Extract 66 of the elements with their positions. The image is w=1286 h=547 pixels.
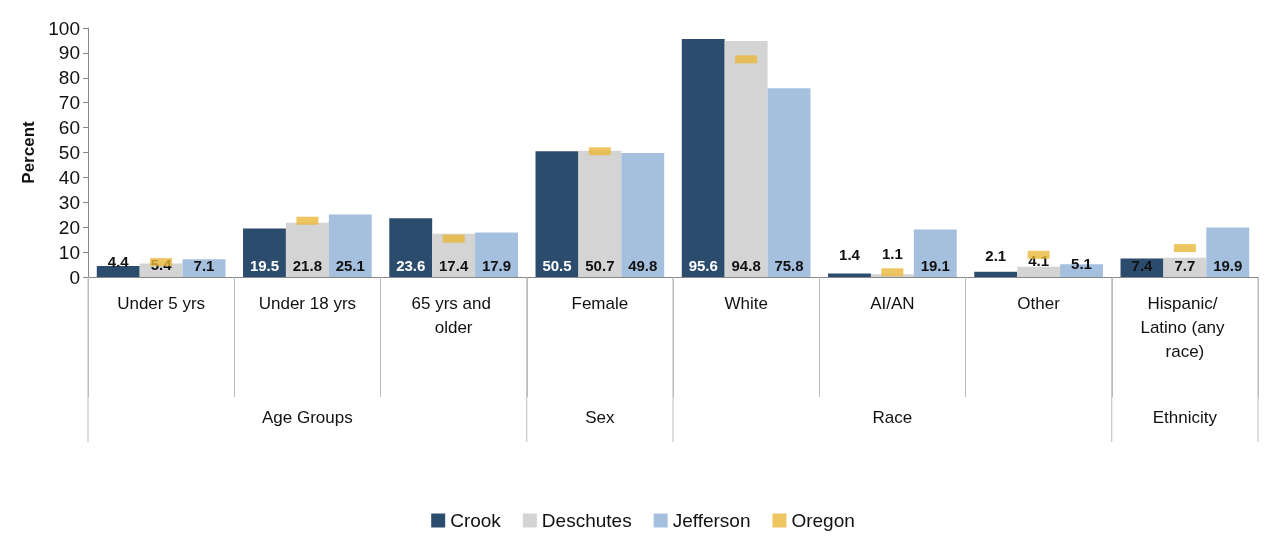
data-label: 94.8: [731, 257, 761, 274]
bar: [285, 222, 329, 277]
bar: [578, 150, 622, 277]
x-tick-label: Other: [1017, 293, 1061, 313]
text: Age Groups: [262, 407, 353, 427]
data-label: 19.1: [920, 257, 950, 274]
y-tick-label: 50: [58, 142, 80, 163]
legend-label: Deschutes: [541, 510, 632, 531]
x-tick-label: White: [724, 293, 768, 313]
x-tick-label: Under 5 yrs: [117, 293, 206, 313]
data-label: 19.9: [1213, 257, 1243, 274]
data-label: 50.7: [585, 257, 615, 274]
data-label: 1.4: [839, 245, 861, 263]
data-label: 25.1: [335, 257, 365, 274]
y-tick-label: 100: [48, 17, 80, 39]
data-label: 23.6: [396, 257, 426, 274]
y-tick-label: 30: [58, 191, 80, 213]
bar: [681, 38, 725, 277]
x-tick-label: Under 18 yrs: [258, 293, 357, 313]
data-label: 2.1: [985, 247, 1007, 265]
bar: [389, 218, 433, 277]
x-tick-label: 65 yrs and older: [411, 293, 496, 337]
data-label: 7.4: [1131, 257, 1154, 274]
data-label: 4.4: [107, 253, 130, 270]
bar: [913, 229, 957, 277]
data-label: 1.1: [881, 244, 903, 262]
legend-label: Jefferson: [672, 510, 751, 531]
text: Race: [872, 407, 913, 427]
x-tick-label: Hispanic/ Latino (any race): [1140, 293, 1230, 361]
bar: [96, 266, 140, 277]
bar: [243, 228, 286, 277]
y-tick-label: 0: [69, 266, 80, 288]
bar: [974, 271, 1018, 277]
data-label: 19.5: [249, 257, 280, 274]
legend-label: Oregon: [791, 510, 855, 531]
y-tick-label: 70: [58, 92, 80, 114]
text: Ethnicity: [1152, 407, 1218, 427]
y-tick-label: 60: [58, 117, 80, 139]
bar: [535, 151, 579, 277]
data-label: 7.7: [1174, 257, 1196, 274]
data-label: 75.8: [774, 257, 804, 274]
y-tick-label: 90: [58, 42, 80, 64]
bar: [621, 153, 665, 277]
bar: [767, 88, 811, 277]
text: Sex: [585, 407, 616, 427]
x-tick-label: Female: [571, 293, 629, 313]
data-label: 17.4: [439, 257, 469, 274]
bar: [1206, 227, 1250, 277]
data-label: 7.1: [193, 257, 215, 274]
data-label: 50.5: [542, 257, 572, 274]
y-axis-title: Percent: [19, 120, 39, 184]
data-label: 17.9: [481, 257, 512, 274]
bar: [475, 232, 518, 277]
y-tick-label: 10: [58, 241, 80, 263]
bar: [328, 214, 372, 277]
x-tick-label: AI/AN: [870, 293, 915, 313]
y-tick-label: 20: [58, 216, 80, 238]
y-tick-label: 40: [58, 166, 80, 188]
data-label: 49.8: [628, 257, 658, 274]
legend-label: Crook: [450, 510, 502, 531]
data-label: 5.1: [1071, 254, 1092, 272]
data-label: 21.8: [292, 257, 322, 274]
bar: [724, 40, 768, 277]
bar: [1017, 266, 1061, 277]
y-tick-label: 80: [58, 67, 80, 89]
data-label: 95.6: [688, 257, 718, 274]
